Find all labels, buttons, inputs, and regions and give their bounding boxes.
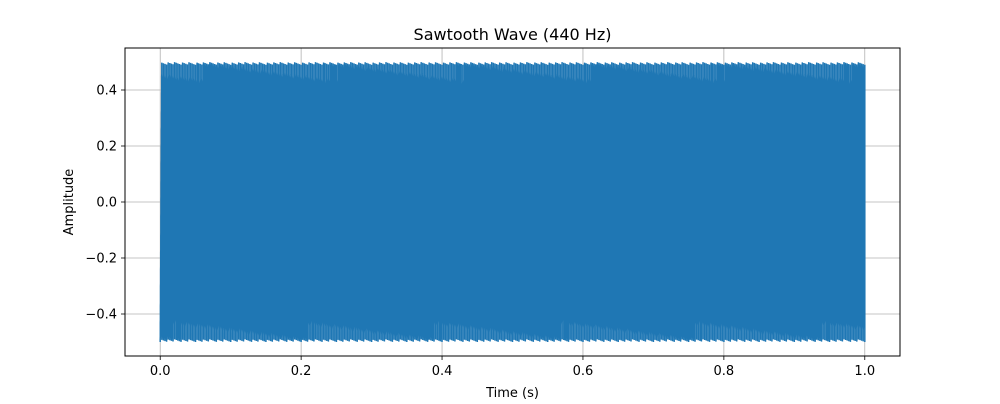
x-tick-label: 0.6 xyxy=(573,364,594,379)
x-axis-label: Time (s) xyxy=(485,386,539,400)
y-tick-label: 0.0 xyxy=(96,196,117,211)
x-tick-label: 0.2 xyxy=(291,364,312,379)
x-tick-label: 0.0 xyxy=(150,364,171,379)
sawtooth-series-line xyxy=(159,62,866,343)
y-tick-label: 0.2 xyxy=(96,140,117,155)
axis-ticks: 0.0 0.2 0.4 0.6 0.8 1.0 −0.4 −0.2 0.0 0.2 0.4 xyxy=(85,84,875,380)
y-axis-label: Amplitude xyxy=(62,169,77,236)
y-tick-label: −0.4 xyxy=(85,308,117,323)
x-tick-label: 1.0 xyxy=(854,364,875,379)
series-layer xyxy=(159,62,866,343)
x-tick-label: 0.8 xyxy=(714,364,735,379)
chart-title: Sawtooth Wave (440 Hz) xyxy=(414,25,612,44)
y-tick-label: 0.4 xyxy=(96,84,117,99)
y-tick-label: −0.2 xyxy=(85,252,117,267)
x-tick-label: 0.4 xyxy=(432,364,453,379)
